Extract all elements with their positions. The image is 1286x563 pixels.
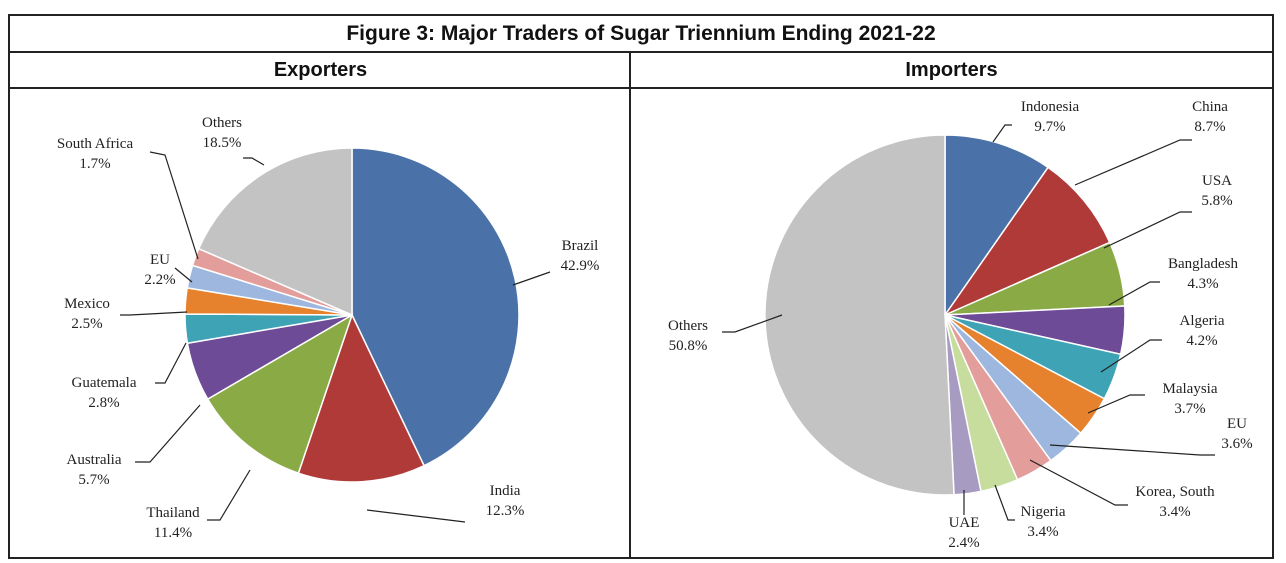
importers-heading: Importers — [631, 53, 1272, 89]
importers-leader-korea-south — [1029, 459, 1128, 506]
exporters-leader-brazil — [512, 271, 551, 286]
importers-value-korea-south: 3.4% — [1159, 504, 1190, 520]
importers-value-nigeria: 3.4% — [1027, 524, 1058, 540]
importers-label-china: China — [1192, 99, 1228, 115]
exporters-label-india: India — [490, 483, 521, 499]
exporters-label-australia: Australia — [67, 452, 122, 468]
exporters-value-mexico: 2.5% — [71, 316, 102, 332]
exporters-leader-south-africa — [149, 151, 199, 260]
exporters-leader-others — [243, 157, 265, 166]
importers-label-indonesia: Indonesia — [1021, 99, 1080, 115]
exporters-label-eu: EU — [150, 252, 170, 268]
importers-label-uae: UAE — [949, 515, 980, 531]
exporters-slice-thailand — [206, 313, 354, 475]
exporters-leader-australia — [135, 404, 201, 463]
importers-value-eu: 3.6% — [1221, 436, 1252, 452]
importers-value-uae: 2.4% — [948, 535, 979, 551]
exporters-leader-thailand — [207, 469, 251, 521]
exporters-leader-mexico — [120, 311, 188, 316]
exporters-leader-guatemala — [155, 342, 187, 384]
exporters-value-others: 18.5% — [203, 135, 242, 151]
exporters-label-south-africa: South Africa — [57, 136, 134, 152]
importers-slice-others — [764, 134, 955, 496]
exporters-label-thailand: Thailand — [146, 505, 200, 521]
importers-leader-nigeria — [994, 484, 1015, 521]
importers-label-usa: USA — [1202, 173, 1232, 189]
importers-leader-bangladesh — [1108, 281, 1160, 306]
exporters-slice-brazil — [351, 147, 520, 467]
importers-slice-indonesia — [944, 134, 1050, 318]
exporters-heading: Exporters — [10, 53, 631, 89]
importers-label-eu: EU — [1227, 416, 1247, 432]
importers-label-korea-south: Korea, South — [1135, 484, 1215, 500]
exporters-label-guatemala: Guatemala — [72, 375, 137, 391]
exporters-value-guatemala: 2.8% — [88, 395, 119, 411]
importers-label-bangladesh: Bangladesh — [1168, 256, 1238, 272]
importers-value-algeria: 4.2% — [1186, 333, 1217, 349]
exporters-label-brazil: Brazil — [562, 238, 599, 254]
exporters-value-south-africa: 1.7% — [79, 156, 110, 172]
importers-leader-eu — [1049, 444, 1215, 456]
importers-leader-china — [1074, 139, 1192, 186]
column-divider — [629, 53, 631, 559]
importers-label-malaysia: Malaysia — [1163, 381, 1218, 397]
importers-slice-china — [942, 166, 1111, 317]
exporters-value-brazil: 42.9% — [561, 258, 600, 274]
exporters-pie: Brazil 42.9% India 12.3% Thailand 11.4% Austra… — [57, 115, 600, 541]
importers-pie: Indonesia 9.7% China 8.7% USA 5.8% Bangladesh 4… — [668, 99, 1253, 551]
importers-value-bangladesh: 4.3% — [1187, 276, 1218, 292]
figure-title: Figure 3: Major Traders of Sugar Trienni… — [10, 16, 1272, 53]
exporters-value-australia: 5.7% — [78, 472, 109, 488]
importers-value-others: 50.8% — [669, 338, 708, 354]
exporters-slice-others — [197, 147, 353, 317]
exporters-label-mexico: Mexico — [64, 296, 110, 312]
importers-value-indonesia: 9.7% — [1034, 119, 1065, 135]
importers-leader-algeria — [1100, 339, 1162, 373]
importers-leader-others — [722, 314, 783, 333]
importers-value-usa: 5.8% — [1201, 193, 1232, 209]
importers-value-china: 8.7% — [1194, 119, 1225, 135]
exporters-value-eu: 2.2% — [144, 272, 175, 288]
exporters-leader-india — [366, 509, 466, 523]
importers-leader-indonesia — [992, 124, 1012, 143]
exporters-value-india: 12.3% — [486, 503, 525, 519]
importers-leader-usa — [1103, 211, 1192, 249]
importers-leader-malaysia — [1087, 394, 1145, 414]
importers-label-algeria: Algeria — [1180, 313, 1225, 329]
exporters-value-thailand: 11.4% — [154, 525, 192, 541]
importers-label-nigeria: Nigeria — [1021, 504, 1066, 520]
exporters-leader-eu — [174, 267, 193, 283]
exporters-label-others: Others — [202, 115, 242, 131]
importers-value-malaysia: 3.7% — [1174, 401, 1205, 417]
importers-label-others: Others — [668, 318, 708, 334]
exporters-slice-india — [297, 313, 426, 483]
